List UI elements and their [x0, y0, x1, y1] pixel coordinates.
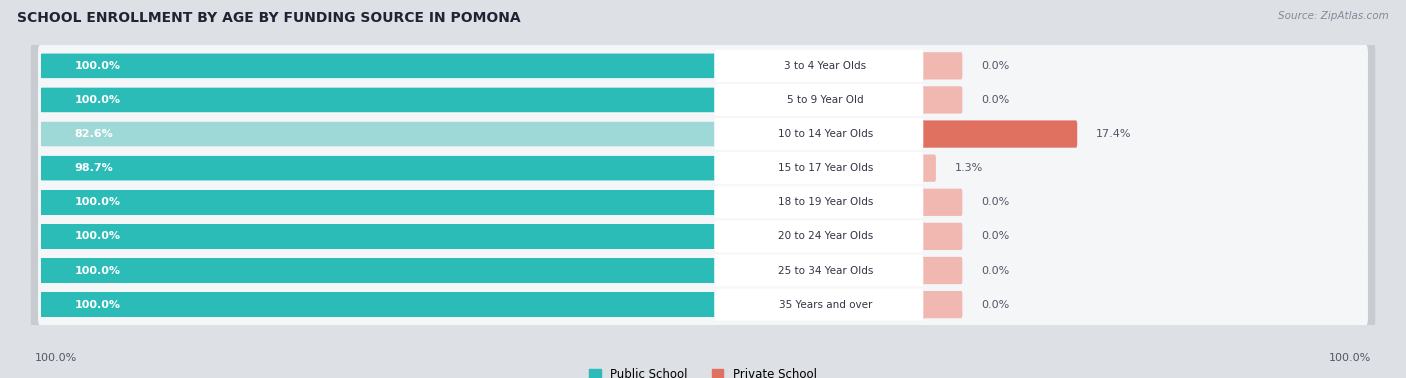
- Text: 0.0%: 0.0%: [981, 300, 1010, 310]
- Text: 10 to 14 Year Olds: 10 to 14 Year Olds: [778, 129, 873, 139]
- FancyBboxPatch shape: [41, 122, 723, 146]
- FancyBboxPatch shape: [38, 215, 1368, 258]
- FancyBboxPatch shape: [41, 54, 723, 78]
- Text: 82.6%: 82.6%: [75, 129, 114, 139]
- FancyBboxPatch shape: [31, 75, 1375, 125]
- FancyBboxPatch shape: [31, 40, 1375, 91]
- Text: 100.0%: 100.0%: [75, 197, 121, 207]
- FancyBboxPatch shape: [714, 118, 924, 150]
- FancyBboxPatch shape: [714, 84, 924, 116]
- FancyBboxPatch shape: [41, 190, 723, 215]
- Text: Source: ZipAtlas.com: Source: ZipAtlas.com: [1278, 11, 1389, 21]
- FancyBboxPatch shape: [41, 88, 723, 112]
- FancyBboxPatch shape: [914, 121, 1077, 148]
- FancyBboxPatch shape: [41, 224, 723, 249]
- FancyBboxPatch shape: [38, 44, 1368, 88]
- Text: 0.0%: 0.0%: [981, 95, 1010, 105]
- Legend: Public School, Private School: Public School, Private School: [589, 368, 817, 378]
- FancyBboxPatch shape: [31, 245, 1375, 296]
- Text: 0.0%: 0.0%: [981, 265, 1010, 276]
- FancyBboxPatch shape: [38, 146, 1368, 190]
- FancyBboxPatch shape: [914, 189, 962, 216]
- Text: 100.0%: 100.0%: [35, 353, 77, 363]
- Text: 35 Years and over: 35 Years and over: [779, 300, 872, 310]
- FancyBboxPatch shape: [914, 86, 962, 113]
- FancyBboxPatch shape: [914, 223, 962, 250]
- FancyBboxPatch shape: [714, 220, 924, 253]
- FancyBboxPatch shape: [41, 88, 723, 112]
- FancyBboxPatch shape: [38, 78, 1368, 122]
- FancyBboxPatch shape: [41, 54, 723, 78]
- FancyBboxPatch shape: [38, 112, 1368, 156]
- Text: 3 to 4 Year Olds: 3 to 4 Year Olds: [785, 61, 866, 71]
- FancyBboxPatch shape: [31, 109, 1375, 159]
- Text: 100.0%: 100.0%: [75, 95, 121, 105]
- FancyBboxPatch shape: [38, 249, 1368, 292]
- Text: 98.7%: 98.7%: [75, 163, 114, 173]
- FancyBboxPatch shape: [41, 156, 723, 180]
- Text: 0.0%: 0.0%: [981, 231, 1010, 242]
- FancyBboxPatch shape: [41, 190, 723, 215]
- Text: 25 to 34 Year Olds: 25 to 34 Year Olds: [778, 265, 873, 276]
- FancyBboxPatch shape: [914, 257, 962, 284]
- Text: 18 to 19 Year Olds: 18 to 19 Year Olds: [778, 197, 873, 207]
- FancyBboxPatch shape: [41, 292, 723, 317]
- FancyBboxPatch shape: [41, 156, 723, 180]
- FancyBboxPatch shape: [38, 283, 1368, 327]
- FancyBboxPatch shape: [714, 288, 924, 321]
- FancyBboxPatch shape: [714, 254, 924, 287]
- FancyBboxPatch shape: [31, 177, 1375, 228]
- FancyBboxPatch shape: [31, 279, 1375, 330]
- Text: 100.0%: 100.0%: [75, 300, 121, 310]
- FancyBboxPatch shape: [714, 186, 924, 218]
- FancyBboxPatch shape: [41, 292, 723, 317]
- Text: SCHOOL ENROLLMENT BY AGE BY FUNDING SOURCE IN POMONA: SCHOOL ENROLLMENT BY AGE BY FUNDING SOUR…: [17, 11, 520, 25]
- FancyBboxPatch shape: [31, 211, 1375, 262]
- FancyBboxPatch shape: [31, 143, 1375, 194]
- Text: 5 to 9 Year Old: 5 to 9 Year Old: [787, 95, 863, 105]
- FancyBboxPatch shape: [714, 152, 924, 184]
- Text: 17.4%: 17.4%: [1095, 129, 1132, 139]
- Text: 100.0%: 100.0%: [75, 231, 121, 242]
- FancyBboxPatch shape: [914, 52, 962, 79]
- Text: 1.3%: 1.3%: [955, 163, 983, 173]
- FancyBboxPatch shape: [41, 258, 723, 283]
- Text: 100.0%: 100.0%: [1329, 353, 1371, 363]
- Text: 15 to 17 Year Olds: 15 to 17 Year Olds: [778, 163, 873, 173]
- Text: 0.0%: 0.0%: [981, 61, 1010, 71]
- Text: 0.0%: 0.0%: [981, 197, 1010, 207]
- FancyBboxPatch shape: [714, 50, 924, 82]
- FancyBboxPatch shape: [914, 155, 936, 182]
- FancyBboxPatch shape: [914, 291, 962, 318]
- Text: 100.0%: 100.0%: [75, 265, 121, 276]
- Text: 20 to 24 Year Olds: 20 to 24 Year Olds: [778, 231, 873, 242]
- FancyBboxPatch shape: [41, 122, 723, 146]
- FancyBboxPatch shape: [38, 180, 1368, 224]
- Text: 100.0%: 100.0%: [75, 61, 121, 71]
- FancyBboxPatch shape: [41, 258, 723, 283]
- FancyBboxPatch shape: [41, 224, 723, 249]
